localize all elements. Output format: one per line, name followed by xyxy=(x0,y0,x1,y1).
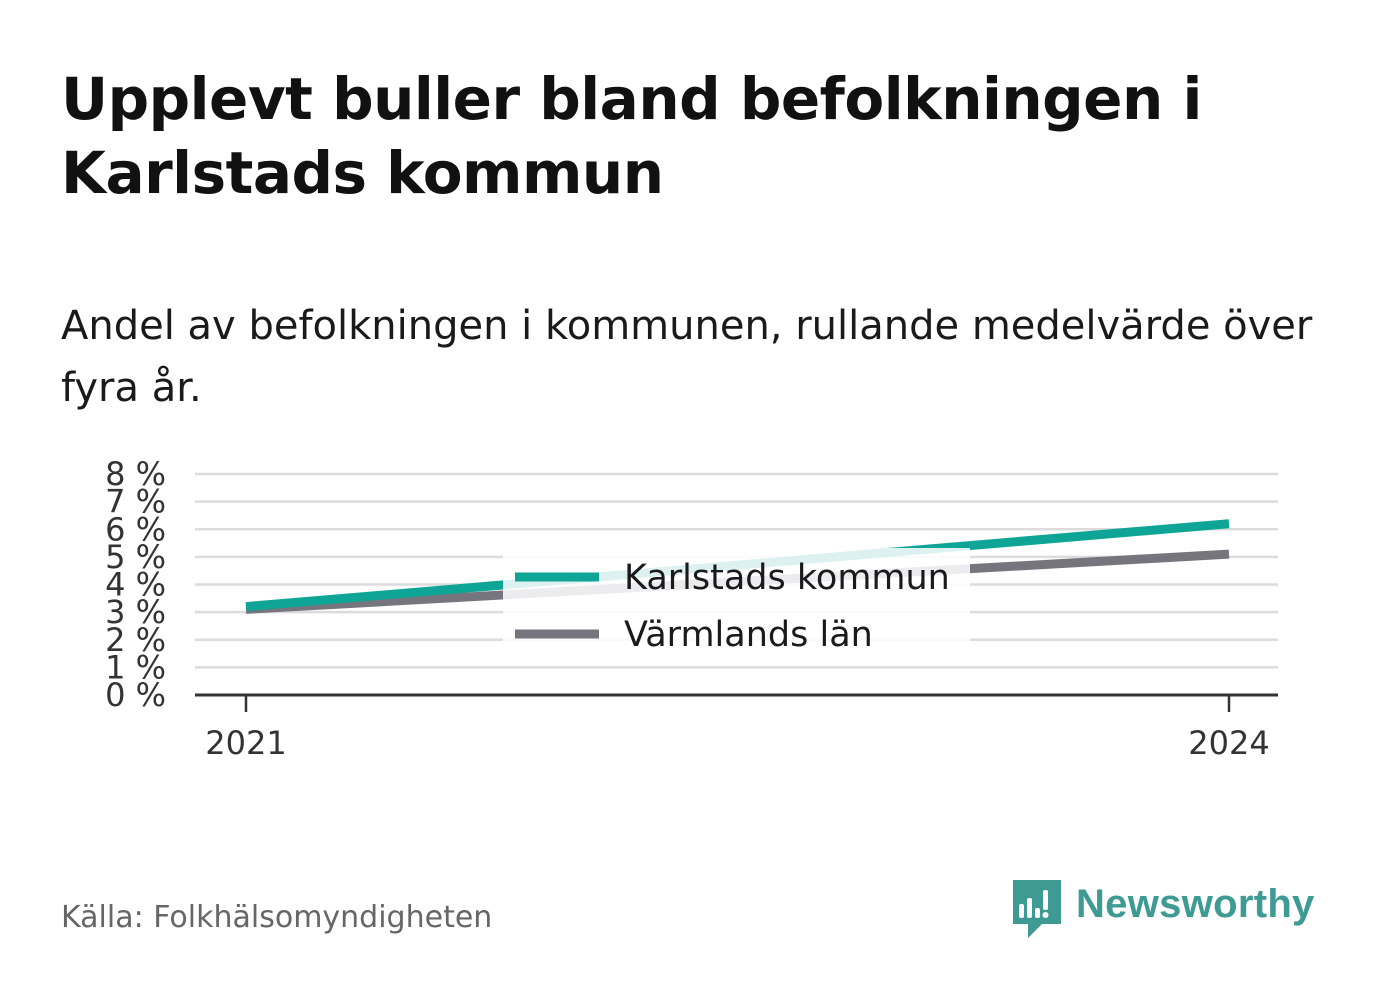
brand-name: Newsworthy xyxy=(1076,882,1315,926)
legend-label: Värmlands län xyxy=(624,615,873,655)
x-axis-ticks: 2021 2024 xyxy=(205,695,1270,762)
y-axis-ticks: 0 %1 %2 %3 %4 %5 %6 %7 %8 % xyxy=(105,455,166,714)
source-note: Källa: Folkhälsomyndigheten xyxy=(61,900,493,935)
chart-title: Upplevt buller bland befolkningen i Karl… xyxy=(61,65,1202,207)
legend-background xyxy=(503,548,970,666)
chart-subtitle: Andel av befolkningen i kommunen, rullan… xyxy=(61,303,1313,411)
y-tick-label: 3 % xyxy=(105,593,166,631)
y-tick-label: 1 % xyxy=(105,648,166,686)
y-tick-label: 2 % xyxy=(105,621,166,659)
y-tick-label: 8 % xyxy=(105,455,166,493)
y-tick-label: 5 % xyxy=(105,538,166,576)
legend-label: Karlstads kommun xyxy=(624,558,950,598)
x-tick-label: 2024 xyxy=(1188,724,1269,762)
y-tick-label: 0 % xyxy=(105,676,166,714)
y-tick-label: 4 % xyxy=(105,566,166,604)
y-tick-label: 7 % xyxy=(105,483,166,521)
y-tick-label: 6 % xyxy=(105,510,166,548)
legend: Karlstads kommun Värmlands län xyxy=(503,548,970,666)
x-tick-label: 2021 xyxy=(205,724,286,762)
brand-logo: Newsworthy xyxy=(1010,878,1315,940)
newsworthy-logo-icon xyxy=(1013,880,1061,938)
line-chart: 0 %1 %2 %3 %4 %5 %6 %7 %8 % 2021 2024 Kar… xyxy=(105,455,1278,762)
